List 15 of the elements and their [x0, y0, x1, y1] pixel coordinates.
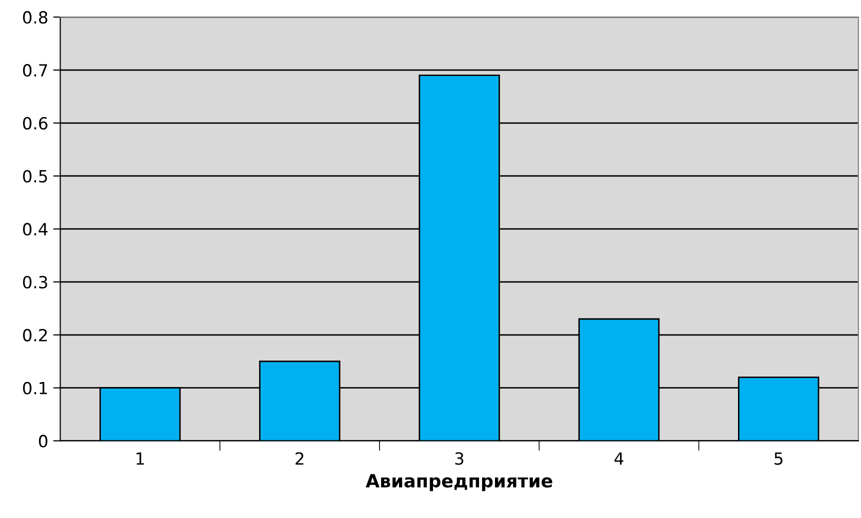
y-tick-label: 0.8 — [23, 11, 48, 24]
y-tick-label: 0 — [38, 434, 48, 448]
y-tick-label: 0.5 — [23, 170, 48, 183]
y-tick-label: 0.6 — [23, 116, 48, 130]
x-tick-label: 4 — [614, 452, 624, 465]
y-tick-label: 0.7 — [23, 64, 48, 77]
x-tick-label: 5 — [774, 452, 782, 465]
y-tick-label: 0.4 — [23, 222, 48, 236]
y-tick-label: 0.2 — [23, 328, 47, 342]
x-tick-label: 3 — [455, 452, 464, 465]
y-tick-label: 0.1 — [23, 382, 47, 394]
x-axis-title: Авиапредприятие — [366, 474, 552, 492]
x-tick-label: 1 — [136, 452, 144, 465]
y-tick-label: 0.3 — [23, 276, 48, 288]
x-tick-label: 2 — [296, 452, 304, 465]
